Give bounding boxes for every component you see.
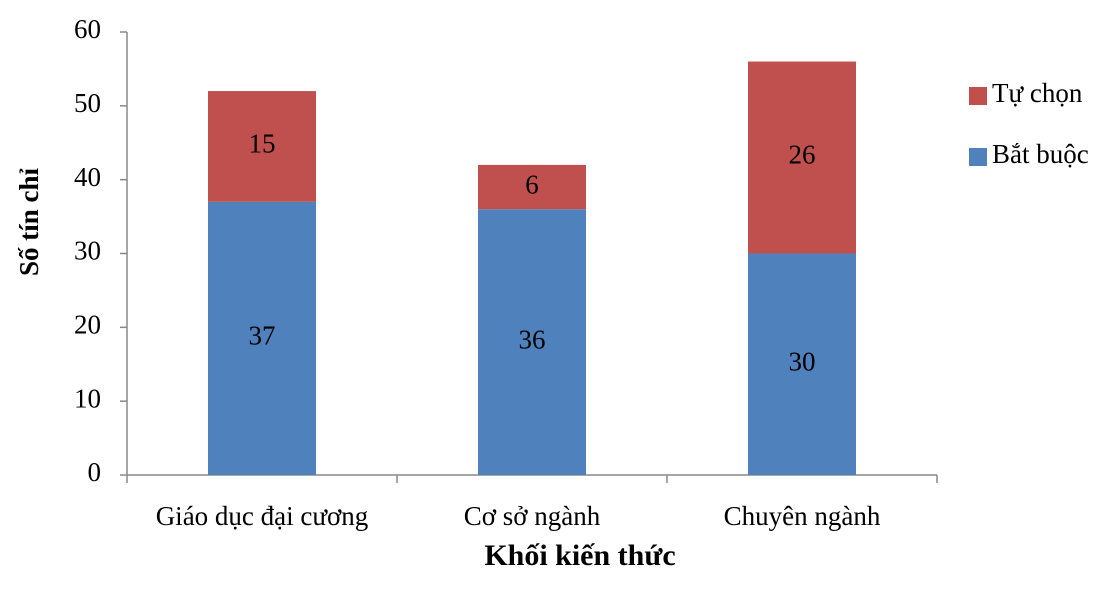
legend-swatch (969, 87, 987, 105)
bar-segment (478, 164, 586, 210)
y-tick-label: 20 (74, 310, 101, 340)
data-label: 37 (249, 321, 276, 351)
y-tick-label: 10 (74, 383, 101, 413)
data-label: 6 (525, 169, 539, 199)
y-tick-label: 0 (88, 457, 102, 487)
y-tick-label: 30 (74, 236, 101, 266)
legend-swatch (969, 148, 987, 166)
x-tick-label: Giáo dục đại cương (156, 501, 369, 531)
y-tick-label: 40 (74, 162, 101, 192)
x-tick-label: Chuyên ngành (724, 501, 881, 531)
bar-segment (748, 61, 856, 254)
y-axis-title: Số tín chỉ (14, 167, 44, 276)
legend-label: Bắt buộc (992, 139, 1089, 169)
bar-segment (208, 201, 316, 476)
data-label: 36 (519, 324, 546, 354)
bar-segment (478, 209, 586, 475)
bar-segment (748, 253, 856, 475)
legend-label: Tự chọn (992, 78, 1083, 108)
y-tick-label: 50 (74, 88, 101, 118)
bar-segment (208, 91, 316, 202)
x-axis-title: Khối kiến thức (484, 539, 675, 572)
data-label: 26 (789, 140, 816, 170)
x-tick-label: Cơ sở ngành (464, 501, 601, 531)
data-label: 30 (789, 346, 816, 376)
y-tick-label: 60 (74, 14, 101, 44)
data-label: 15 (249, 129, 276, 159)
